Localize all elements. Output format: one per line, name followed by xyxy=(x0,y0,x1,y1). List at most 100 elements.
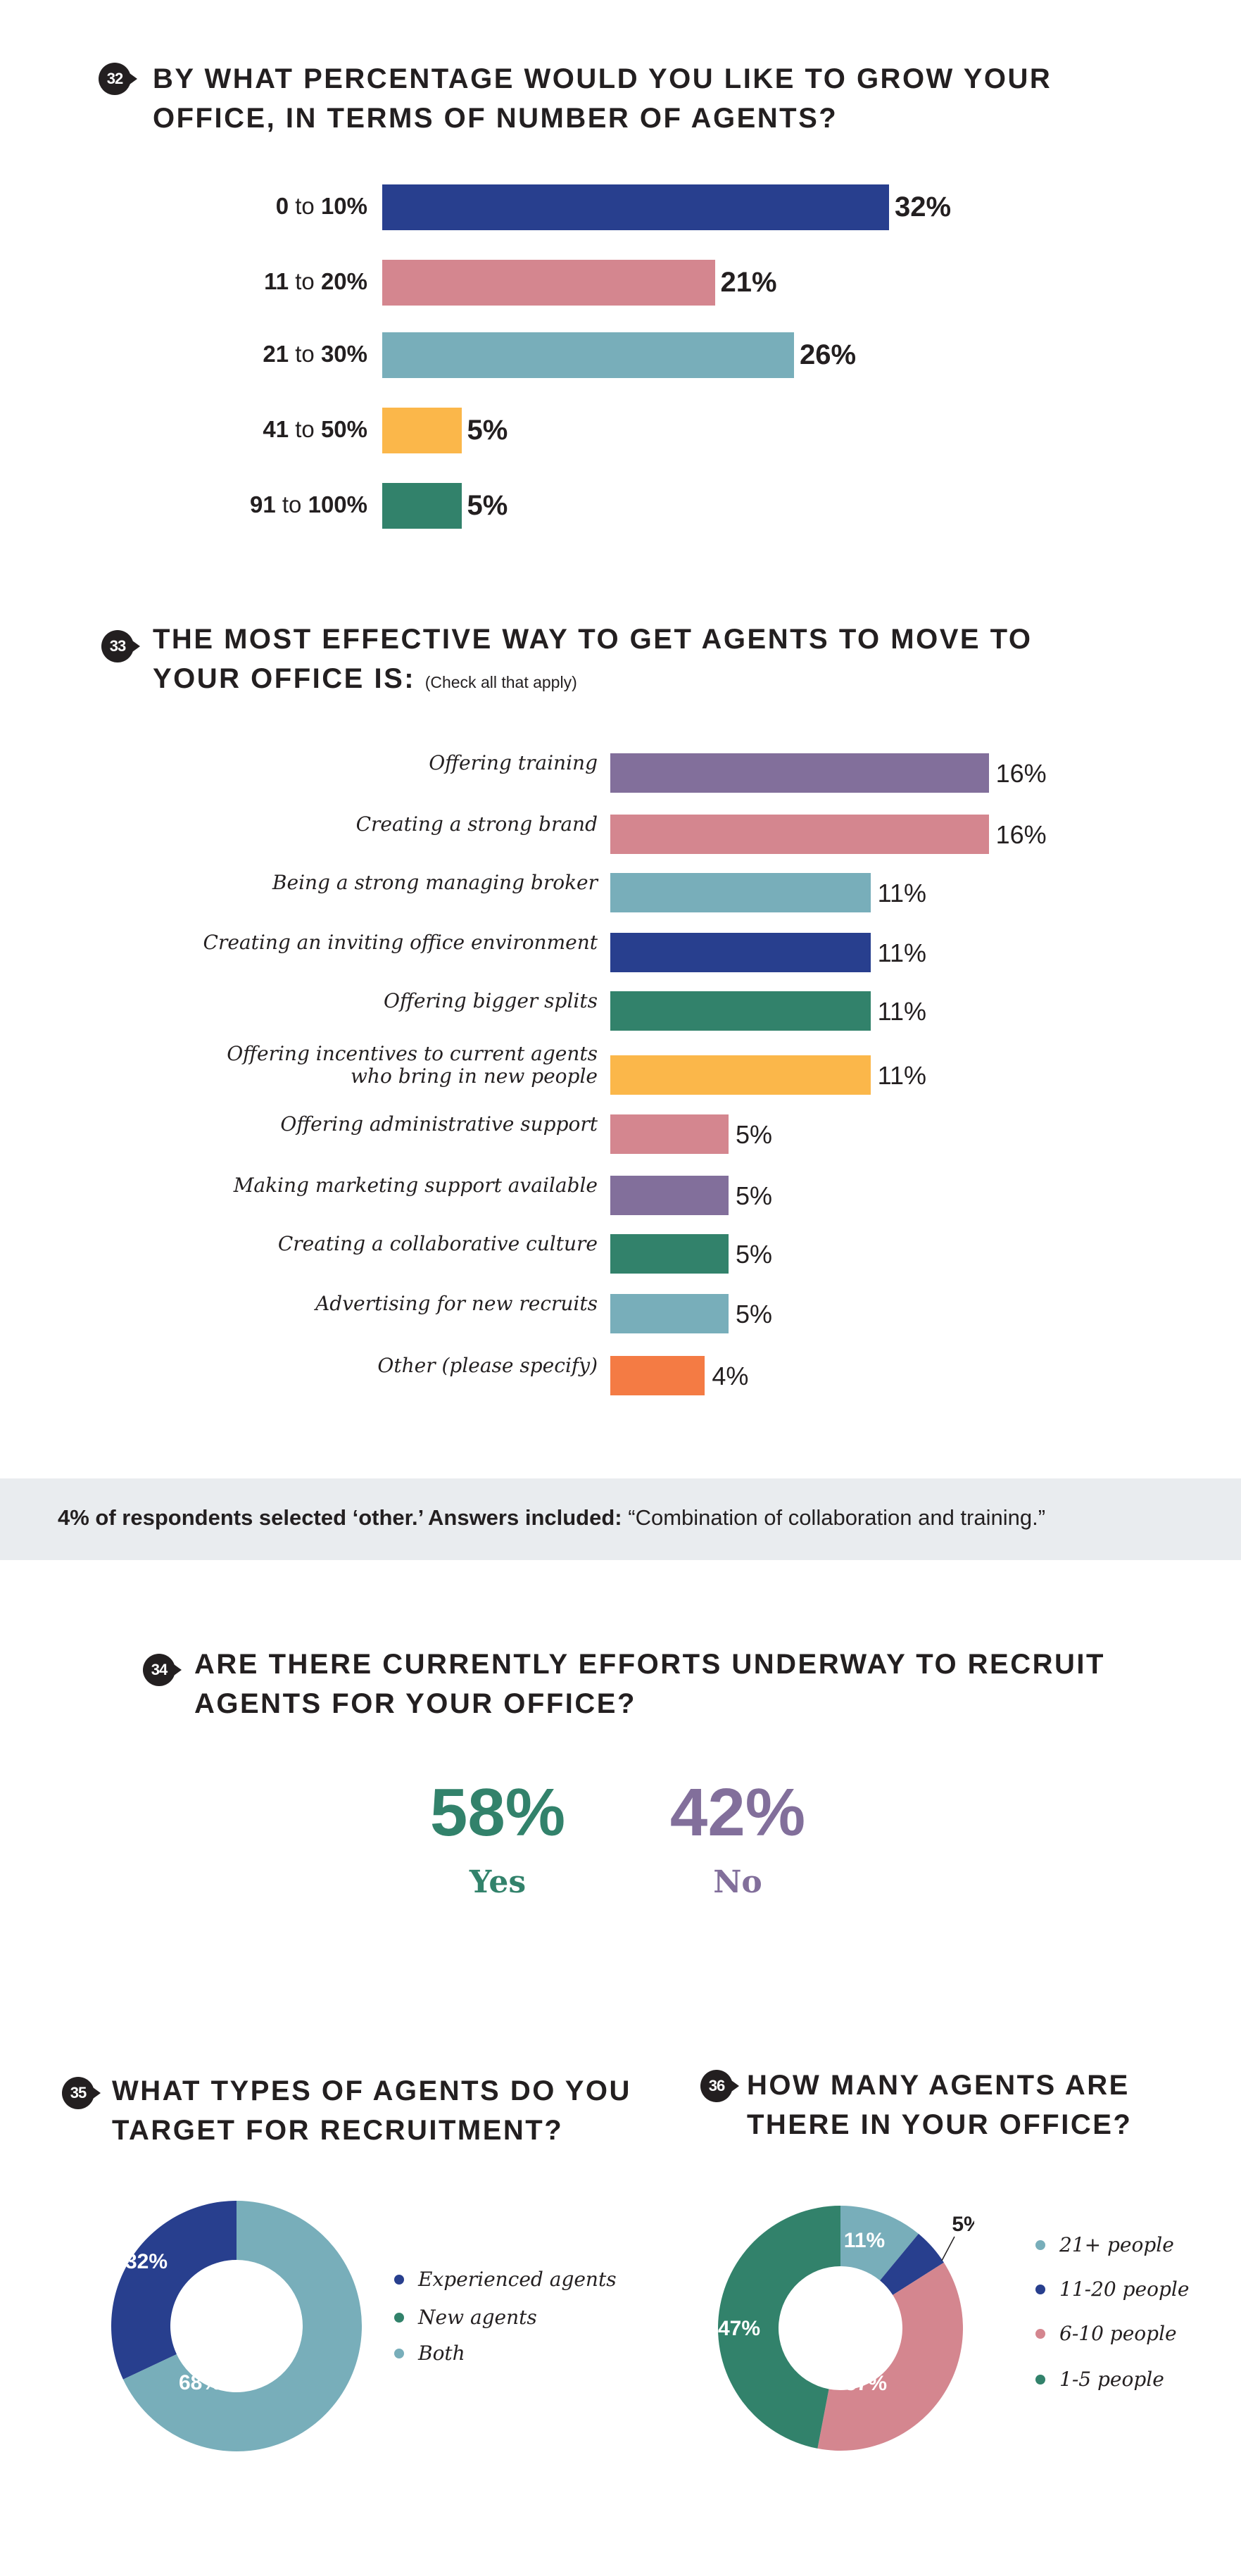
legend-label: Both xyxy=(418,2342,465,2365)
value-label: 5% xyxy=(467,490,508,521)
title-line: TARGET FOR RECRUITMENT? xyxy=(112,2115,564,2146)
legend-dot-icon xyxy=(1035,2328,1045,2339)
donut-slice xyxy=(718,2206,840,2449)
value-label: 11% xyxy=(877,879,926,907)
legend-dot-icon xyxy=(394,2348,404,2358)
range-to: 20% xyxy=(320,268,367,294)
range-from: 0 xyxy=(275,193,296,219)
donut-slice xyxy=(111,2201,237,2380)
value-label: 11% xyxy=(877,938,926,967)
question-35-title: WHAT TYPES OF AGENTS DO YOU TARGET FOR R… xyxy=(112,2071,631,2150)
q35-donut-chart: 32% 68% xyxy=(111,2201,362,2451)
legend-dot-icon xyxy=(394,2312,404,2323)
range-to-word: to xyxy=(295,416,321,442)
bar xyxy=(610,1055,871,1095)
donut-slice xyxy=(880,2233,944,2295)
bar xyxy=(610,1234,729,1274)
slice-label: 5% xyxy=(952,2213,974,2236)
no-percentage: 42% xyxy=(669,1775,806,1850)
value-label: 11% xyxy=(877,1061,926,1090)
category-label: Offering training xyxy=(429,751,598,774)
donut-slice xyxy=(840,2206,919,2281)
question-number-badge: 34 xyxy=(143,1654,182,1686)
title-line: THERE IN YOUR OFFICE? xyxy=(747,2109,1133,2140)
question-number-badge: 33 xyxy=(101,630,140,662)
title-text: YOUR OFFICE IS: xyxy=(153,663,416,694)
range-to: 30% xyxy=(320,341,367,367)
category-label: Offering bigger splits xyxy=(384,989,598,1012)
legend-dot-icon xyxy=(1035,2374,1045,2385)
bar xyxy=(610,815,989,854)
legend-item: 11-20 people xyxy=(1035,2277,1189,2301)
category-label: 0 to 10% xyxy=(276,193,367,220)
slice-label: 32% xyxy=(125,2250,168,2273)
category-label: Making marketing support available xyxy=(233,1174,598,1197)
range-to-word: to xyxy=(282,491,308,517)
note-bold: 4% of respondents selected ‘other.’ Answ… xyxy=(58,1505,622,1530)
range-to: 10% xyxy=(320,193,367,219)
yes-percentage: 58% xyxy=(429,1775,566,1850)
slice-label: 47% xyxy=(718,2317,760,2340)
category-label: Offering incentives to current agents wh… xyxy=(227,1042,598,1088)
range-to: 50% xyxy=(320,416,367,442)
value-label: 5% xyxy=(736,1120,773,1149)
value-label: 21% xyxy=(720,267,777,298)
range-to-word: to xyxy=(295,193,321,219)
legend-label: Experienced agents xyxy=(418,2268,617,2291)
slice-label: 68% xyxy=(179,2371,221,2394)
legend-item: Both xyxy=(394,2342,465,2365)
category-label: Creating a strong brand xyxy=(355,812,598,836)
question-number-badge: 36 xyxy=(700,2070,739,2102)
value-label: 5% xyxy=(467,415,508,446)
bar xyxy=(610,991,871,1031)
q36-donut-chart: 11% 5% 37% 47% xyxy=(718,2206,974,2451)
yes-label: Yes xyxy=(469,1864,527,1900)
legend-dot-icon xyxy=(1035,2239,1045,2250)
note-band: 4% of respondents selected ‘other.’ Answ… xyxy=(0,1478,1241,1560)
title-line: HOW MANY AGENTS ARE xyxy=(747,2070,1130,2101)
title-line: YOUR OFFICE IS: (Check all that apply) xyxy=(153,659,1033,702)
category-label: 91 to 100% xyxy=(250,491,367,518)
legend-label: New agents xyxy=(418,2306,537,2329)
bar xyxy=(610,1294,729,1333)
legend-label: 21+ people xyxy=(1059,2233,1174,2256)
range-to-word: to xyxy=(295,341,321,367)
value-label: 16% xyxy=(995,759,1047,788)
bar xyxy=(382,482,462,529)
bar xyxy=(610,1176,729,1215)
value-label: 32% xyxy=(895,191,952,222)
bar xyxy=(610,873,871,912)
legend-dot-icon xyxy=(394,2274,404,2285)
donut-slice xyxy=(817,2262,963,2451)
value-label: 26% xyxy=(800,339,857,370)
bar xyxy=(610,933,871,972)
range-to: 100% xyxy=(308,491,367,517)
value-label: 5% xyxy=(736,1181,773,1210)
range-from: 11 xyxy=(264,268,296,294)
question-34-title: ARE THERE CURRENTLY EFFORTS UNDERWAY TO … xyxy=(194,1645,1105,1723)
bar xyxy=(610,1114,729,1154)
value-label: 5% xyxy=(736,1240,773,1269)
legend-item: 6-10 people xyxy=(1035,2322,1177,2345)
question-32-title: BY WHAT PERCENTAGE WOULD YOU LIKE TO GRO… xyxy=(153,59,1052,138)
range-to-word: to xyxy=(295,268,321,294)
legend-dot-icon xyxy=(1035,2284,1045,2294)
leader-line xyxy=(941,2236,955,2261)
question-36-title: HOW MANY AGENTS ARE THERE IN YOUR OFFICE… xyxy=(747,2066,1132,2144)
category-label: Being a strong managing broker xyxy=(272,871,598,894)
title-line: WHAT TYPES OF AGENTS DO YOU xyxy=(112,2075,631,2106)
donut-slice xyxy=(122,2201,362,2451)
legend-label: 11-20 people xyxy=(1059,2277,1190,2301)
legend-item: Experienced agents xyxy=(394,2268,617,2291)
bar xyxy=(610,753,989,793)
value-label: 4% xyxy=(712,1362,749,1390)
value-label: 5% xyxy=(736,1300,773,1328)
range-from: 21 xyxy=(263,341,296,367)
value-label: 11% xyxy=(877,997,926,1026)
title-line: AGENTS FOR YOUR OFFICE? xyxy=(194,1688,636,1719)
category-label: Other (please specify) xyxy=(377,1354,598,1377)
bar xyxy=(382,184,889,230)
question-33-title: THE MOST EFFECTIVE WAY TO GET AGENTS TO … xyxy=(153,620,1033,702)
slice-label: 11% xyxy=(844,2229,885,2252)
category-label: Advertising for new recruits xyxy=(315,1292,598,1315)
